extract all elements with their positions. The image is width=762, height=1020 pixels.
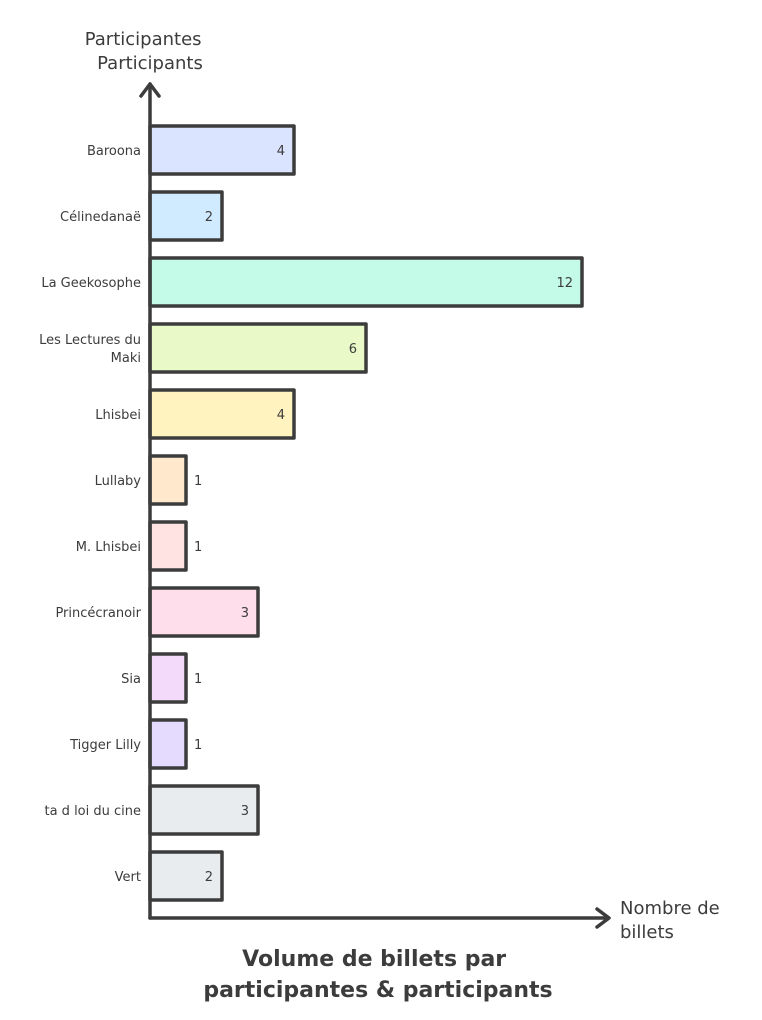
chart-title-line-1: Volume de billets par	[242, 947, 506, 972]
bar-value-label: 1	[194, 738, 202, 753]
bar-fill	[151, 655, 185, 701]
category-label-line: Célinedanaë	[60, 210, 141, 225]
bar-fill	[151, 721, 185, 767]
y-axis-label-line-1: Participantes	[85, 29, 202, 50]
category-label: ta d loi du cine	[44, 804, 141, 819]
x-axis-label-line-2: billets	[620, 922, 674, 943]
bar-value-label: 6	[349, 342, 357, 357]
y-axis-arrow-icon	[139, 82, 161, 98]
bar-fill	[151, 259, 581, 305]
category-label-line: Sia	[121, 672, 141, 687]
category-label: Les Lectures du Maki	[39, 333, 141, 366]
bar-value-label: 2	[205, 870, 213, 885]
category-label: Lhisbei	[95, 408, 141, 423]
bar-value-label: 4	[277, 144, 285, 159]
bar-value-label: 1	[194, 672, 202, 687]
bar-value-label: 4	[277, 408, 285, 423]
bar-fill	[151, 127, 293, 173]
category-label: Lullaby	[95, 474, 142, 489]
category-label-line: Tigger Lilly	[69, 738, 141, 753]
category-label: M. Lhisbei	[76, 540, 141, 555]
bar-value-label: 1	[194, 474, 202, 489]
category-label: Sia	[121, 672, 141, 687]
bar-fill	[151, 787, 257, 833]
category-label: Baroona	[87, 144, 141, 159]
x-axis-label-line-1: Nombre de	[620, 898, 720, 919]
bar-fill	[151, 325, 365, 371]
axes-group	[139, 82, 611, 929]
bar-value-label: 12	[556, 276, 573, 291]
bar-value-label: 3	[241, 804, 249, 819]
category-label: Tigger Lilly	[69, 738, 141, 753]
category-label: Vert	[115, 870, 141, 885]
bar-value-label: 1	[194, 540, 202, 555]
category-label-line: Les Lectures du	[39, 333, 141, 348]
category-label-line: Lhisbei	[95, 408, 141, 423]
category-label: La Geekosophe	[41, 276, 141, 291]
chart-title: Volume de billets par participantes & pa…	[203, 947, 552, 1003]
category-label-line: La Geekosophe	[41, 276, 141, 291]
category-label-line: Maki	[111, 351, 141, 366]
category-label: Princécranoir	[55, 606, 141, 621]
x-axis-arrow-icon	[595, 907, 611, 929]
bar-fill	[151, 193, 221, 239]
bar-value-label: 3	[241, 606, 249, 621]
bar-fill	[151, 523, 185, 569]
category-label-line: Baroona	[87, 144, 141, 159]
bar-fill	[151, 391, 293, 437]
bar-fill	[151, 457, 185, 503]
bar-fill	[151, 853, 221, 899]
x-axis-label: Nombre de billets	[620, 898, 725, 943]
category-label-line: Lullaby	[95, 474, 142, 489]
chart-title-line-2: participantes & participants	[203, 978, 552, 1003]
category-label-line: Vert	[115, 870, 141, 885]
category-label-line: ta d loi du cine	[44, 804, 141, 819]
category-label: Célinedanaë	[60, 210, 141, 225]
category-label-line: M. Lhisbei	[76, 540, 141, 555]
y-axis-label: Participantes Participants	[85, 29, 208, 74]
bar-fill	[151, 589, 257, 635]
bar-value-label: 2	[205, 210, 213, 225]
y-axis-label-line-2: Participants	[97, 53, 203, 74]
category-label-line: Princécranoir	[55, 606, 141, 621]
